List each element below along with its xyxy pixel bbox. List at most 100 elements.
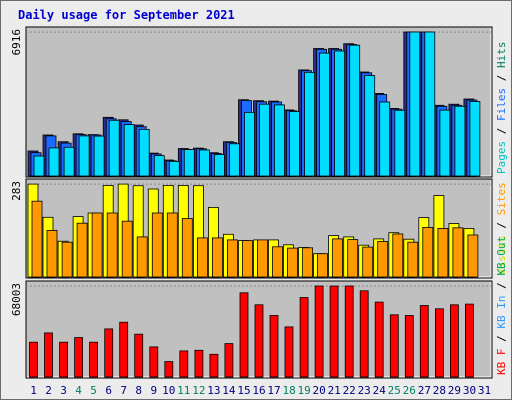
bar-hits-day-5 — [93, 135, 105, 177]
bar-kb-f-day-16 — [254, 304, 264, 378]
legend-hits-files-pages: Pages / Files / Hits — [495, 42, 508, 175]
bar-hits-day-10 — [168, 160, 180, 177]
bar-hits-day-15 — [244, 112, 255, 177]
bar-sites-day-11 — [181, 218, 193, 278]
legend-separator: / — [495, 329, 508, 349]
x-tick-day-30: 30 — [463, 384, 476, 397]
legend-entry-sites: Sites — [495, 182, 508, 215]
bar-kb-f-day-14 — [224, 343, 234, 378]
x-tick-day-5: 5 — [90, 384, 97, 397]
bar-sites-day-22 — [347, 239, 359, 278]
bar-hits-day-26 — [409, 31, 421, 177]
y-max-label: 283 — [10, 181, 23, 201]
legend-separator: / — [495, 276, 508, 296]
legend-visits-sites: Visits / Sites — [495, 182, 508, 275]
bar-sites-day-6 — [106, 212, 118, 278]
bar-hits-day-6 — [108, 119, 120, 177]
bar-kb-f-day-11 — [179, 350, 189, 378]
bar-hits-day-16 — [259, 103, 270, 177]
x-tick-day-21: 21 — [328, 384, 341, 397]
chart-title: Daily usage for September 2021 — [18, 8, 235, 22]
bar-hits-day-17 — [274, 104, 285, 177]
legend-entry-files: Files — [495, 88, 508, 121]
bar-sites-day-5 — [91, 212, 103, 278]
x-tick-day-31: 31 — [478, 384, 491, 397]
legend-kbytes: KB F / KB In / KB Out — [495, 236, 508, 375]
bar-kb-f-day-6 — [104, 328, 114, 378]
legend-entry-visits: Visits — [495, 235, 508, 275]
bar-kb-f-day-15 — [239, 292, 249, 378]
bar-sites-day-20 — [317, 253, 329, 278]
bar-kb-f-day-30 — [464, 303, 474, 378]
bar-sites-day-10 — [166, 212, 178, 278]
bar-kb-f-day-8 — [134, 333, 144, 378]
bar-sites-day-30 — [467, 234, 479, 278]
bar-kb-f-day-12 — [194, 349, 204, 378]
bar-kb-f-day-29 — [449, 304, 459, 378]
bar-hits-day-23 — [364, 75, 376, 177]
bar-kb-f-day-4 — [74, 337, 83, 378]
bar-sites-day-25 — [392, 233, 404, 278]
legend-entry-kb-in: KB In — [495, 296, 508, 329]
x-tick-day-22: 22 — [343, 384, 356, 397]
bar-kb-f-day-28 — [434, 308, 444, 378]
legend-separator: / — [495, 68, 508, 88]
x-tick-day-14: 14 — [222, 384, 236, 397]
legend-entry-pages: Pages — [495, 141, 508, 174]
bar-kb-f-day-18 — [284, 326, 294, 378]
bar-hits-day-27 — [424, 31, 436, 177]
x-tick-day-9: 9 — [150, 384, 157, 397]
bar-kb-f-day-20 — [314, 285, 324, 378]
bar-kb-f-day-19 — [299, 297, 309, 378]
x-tick-day-6: 6 — [105, 384, 112, 397]
bar-kb-f-day-26 — [404, 315, 414, 378]
bar-kb-f-day-13 — [209, 353, 219, 378]
x-tick-day-7: 7 — [120, 384, 127, 397]
bar-hits-day-22 — [349, 44, 361, 177]
bar-sites-day-24 — [377, 241, 389, 278]
bar-kb-f-day-24 — [374, 301, 384, 378]
bar-hits-day-24 — [379, 101, 391, 177]
bar-hits-day-14 — [228, 143, 240, 177]
legend-separator: / — [495, 215, 508, 235]
bar-hits-day-18 — [289, 111, 300, 177]
bar-hits-day-21 — [334, 50, 346, 177]
x-tick-day-1: 1 — [30, 384, 37, 397]
bar-hits-day-20 — [319, 52, 331, 177]
bar-hits-day-2 — [48, 147, 60, 177]
bar-hits-day-9 — [153, 155, 165, 177]
bar-kb-f-day-23 — [359, 290, 369, 378]
bar-kb-f-day-5 — [89, 341, 98, 378]
bar-sites-day-7 — [121, 220, 133, 278]
bar-hits-day-30 — [469, 101, 481, 177]
bar-hits-day-11 — [183, 149, 195, 177]
x-tick-day-19: 19 — [297, 384, 310, 397]
bar-sites-day-15 — [242, 240, 253, 278]
x-tick-day-16: 16 — [252, 384, 265, 397]
x-tick-day-24: 24 — [373, 384, 387, 397]
bar-kb-f-day-17 — [269, 315, 279, 378]
bar-kb-f-day-7 — [119, 321, 129, 378]
x-tick-day-15: 15 — [237, 384, 250, 397]
bar-sites-day-9 — [151, 212, 163, 278]
bar-sites-day-28 — [437, 227, 449, 278]
bar-kb-f-day-22 — [344, 285, 354, 378]
x-tick-day-10: 10 — [162, 384, 175, 397]
x-tick-day-2: 2 — [45, 384, 52, 397]
bar-kb-f-day-25 — [389, 314, 399, 378]
bar-sites-day-3 — [61, 241, 73, 278]
bar-sites-day-21 — [332, 238, 344, 278]
bar-sites-day-17 — [272, 246, 283, 278]
bar-kb-f-day-10 — [164, 361, 174, 378]
bar-kb-f-day-1 — [29, 341, 38, 378]
x-tick-day-28: 28 — [433, 384, 446, 397]
bar-sites-day-1 — [31, 200, 43, 278]
x-tick-day-17: 17 — [267, 384, 280, 397]
legend-entry-hits: Hits — [495, 42, 508, 69]
bar-hits-day-29 — [454, 105, 466, 177]
x-tick-day-18: 18 — [282, 384, 295, 397]
bar-sites-day-16 — [257, 239, 268, 278]
bar-sites-day-13 — [211, 237, 223, 278]
y-max-label: 68003 — [10, 283, 23, 316]
